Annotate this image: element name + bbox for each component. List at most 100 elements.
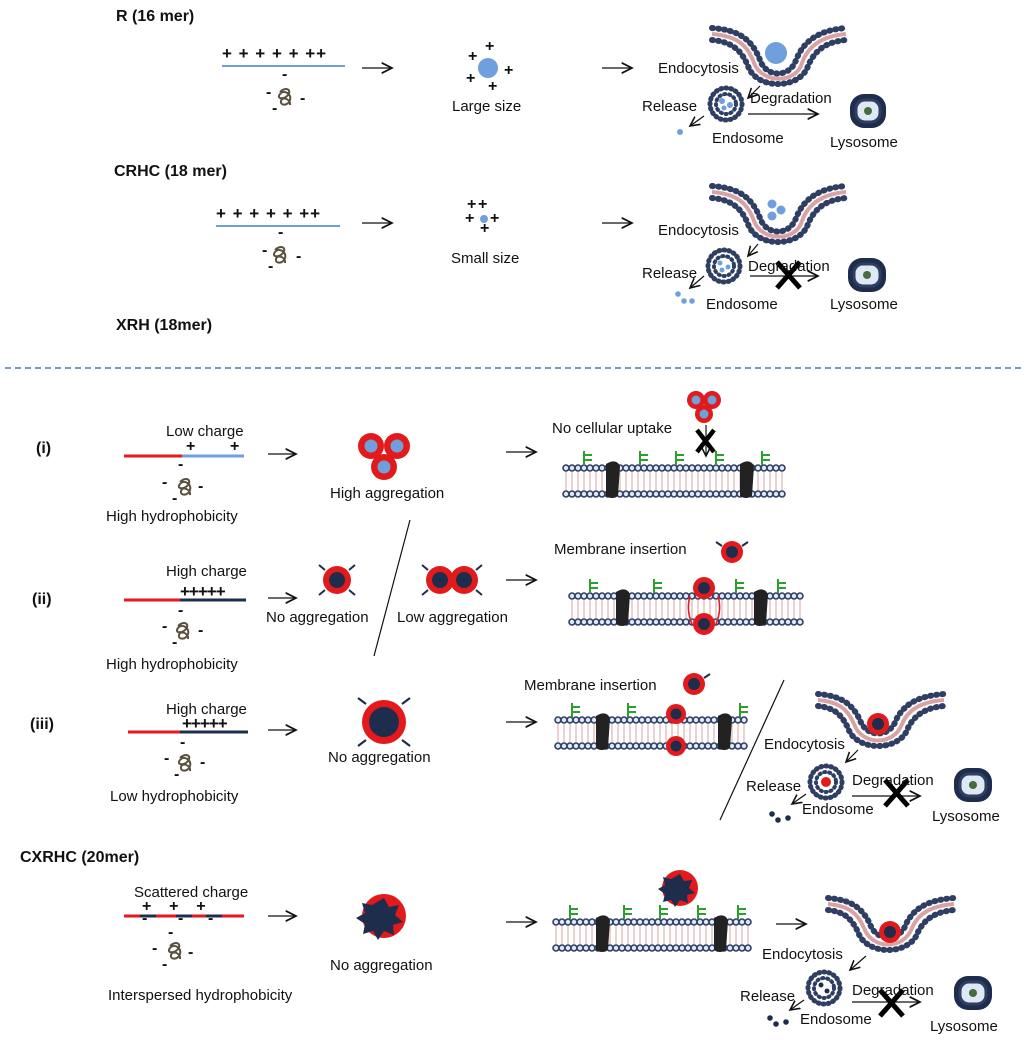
cx-membrane-micelle-icon bbox=[658, 870, 698, 907]
crhc-released-dot-1 bbox=[675, 291, 681, 297]
i-top-aggregate-icon bbox=[687, 391, 721, 423]
ii-label: (ii) bbox=[32, 591, 52, 608]
iii-charges: +++++ bbox=[182, 714, 228, 733]
crhc-membrane-invagination bbox=[709, 183, 849, 245]
receptor-icon bbox=[589, 579, 598, 593]
receptor-icon bbox=[571, 703, 580, 717]
ii-inserting-micelle-icon bbox=[715, 541, 749, 563]
ii-separator-line bbox=[373, 519, 411, 657]
crhc-minus-3: - bbox=[296, 248, 302, 265]
ii-minus-4: - bbox=[172, 634, 178, 651]
receptor-icon bbox=[739, 703, 748, 717]
crhc-rna-coil-icon bbox=[272, 245, 287, 264]
r-released-dot bbox=[677, 129, 683, 135]
i-plus-2: + bbox=[230, 438, 240, 455]
crhc-small-particle bbox=[480, 215, 488, 223]
receptor-icon bbox=[675, 451, 684, 465]
cx-minus-4: - bbox=[162, 956, 168, 973]
receptor-icon bbox=[777, 579, 786, 593]
membrane-protein-icon bbox=[616, 589, 630, 626]
receptor-icon bbox=[569, 905, 578, 919]
r-plus-5: + bbox=[488, 78, 498, 95]
r-charges: + + + + + ++ bbox=[222, 44, 328, 63]
i-cell-membrane bbox=[562, 451, 786, 498]
r-plus-4: + bbox=[466, 70, 476, 87]
cx-internal-micelle-core bbox=[884, 926, 896, 938]
r-release-label: Release bbox=[642, 98, 698, 115]
r-rna-coil-icon bbox=[277, 87, 292, 106]
ii-agg1-label: No aggregation bbox=[266, 609, 369, 626]
ii-membrane-label: Membrane insertion bbox=[554, 541, 687, 558]
cx-released-dot-2 bbox=[773, 1021, 779, 1027]
receptor-icon bbox=[623, 905, 632, 919]
receptor-icon bbox=[639, 451, 648, 465]
i-charge-label: Low charge bbox=[166, 423, 244, 440]
cx-degradation-label: Degradation bbox=[852, 982, 934, 999]
iii-rna-coil-icon bbox=[177, 753, 192, 772]
membrane-protein-icon bbox=[714, 915, 728, 952]
cx-cell-membrane bbox=[552, 905, 752, 952]
iii-cell-membrane bbox=[554, 703, 748, 750]
i-aggregate-icon bbox=[358, 433, 410, 480]
r-endosome-label: Endosome bbox=[712, 130, 784, 147]
i-minus-1: - bbox=[178, 456, 184, 473]
r-degradation-label: Degradation bbox=[750, 90, 832, 107]
i-plus-1: + bbox=[186, 438, 196, 455]
cx-released-dot-1 bbox=[767, 1015, 773, 1021]
iii-label: (iii) bbox=[30, 716, 54, 733]
r-title: R (16 mer) bbox=[116, 8, 195, 25]
i-minus-4: - bbox=[172, 490, 178, 507]
r-lysosome-label: Lysosome bbox=[830, 134, 898, 151]
cx-minus-3: - bbox=[188, 944, 194, 961]
cx-minus-1: - bbox=[168, 924, 174, 941]
iii-agg-label: No aggregation bbox=[328, 749, 431, 766]
iii-charge-label: High charge bbox=[166, 701, 247, 718]
crhc-endosome-icon bbox=[705, 247, 743, 285]
membrane-protein-icon bbox=[754, 589, 768, 626]
cx-rna-coil-icon bbox=[167, 941, 182, 960]
iii-endosome-label: Endosome bbox=[802, 801, 874, 818]
cx-endosome-icon bbox=[805, 969, 843, 1007]
r-endocytosis-label: Endocytosis bbox=[658, 60, 739, 77]
r-plus-2: + bbox=[468, 48, 478, 65]
receptor-icon bbox=[715, 451, 724, 465]
iii-membrane-micelles-icon bbox=[666, 704, 686, 756]
iii-minus-2: - bbox=[164, 750, 170, 767]
receptor-icon bbox=[583, 451, 592, 465]
crhc-degradation-label: Degradation bbox=[748, 258, 830, 275]
crhc-size-label: Small size bbox=[451, 250, 520, 267]
iii-internal-micelle-core bbox=[872, 718, 884, 730]
crhc-blocked-x-icon bbox=[775, 260, 802, 290]
iii-inserting-micelle-icon bbox=[683, 673, 711, 695]
r-plus-1: + bbox=[485, 38, 495, 55]
cx-minus-c: - bbox=[208, 910, 214, 927]
iii-lysosome-icon bbox=[954, 768, 992, 802]
crhc-minus-4: - bbox=[268, 258, 274, 275]
crhc-released-dot-2 bbox=[681, 298, 687, 304]
iii-released-dot-3 bbox=[785, 815, 791, 821]
r-arrow-release bbox=[690, 115, 705, 126]
cxrhc-title: CXRHC (20mer) bbox=[20, 849, 140, 866]
crhc-released-dot-3 bbox=[689, 298, 695, 304]
cx-endosome-label: Endosome bbox=[800, 1011, 872, 1028]
crhc-plus-3: + bbox=[465, 210, 475, 227]
crhc-internal-dot-1 bbox=[767, 199, 777, 209]
r-large-particle bbox=[478, 58, 498, 78]
iii-hydro-label: Low hydrophobicity bbox=[110, 788, 239, 805]
ii-double-micelle-icon bbox=[421, 564, 483, 596]
iii-separator-line bbox=[719, 679, 785, 821]
crhc-release-label: Release bbox=[642, 265, 698, 282]
crhc-plus-5: + bbox=[480, 220, 490, 237]
cx-arrow-release bbox=[790, 999, 805, 1010]
ii-charges: +++++ bbox=[180, 582, 226, 601]
membrane-protein-icon bbox=[606, 461, 620, 498]
r-lysosome-icon bbox=[850, 94, 886, 128]
ii-rna-coil-icon bbox=[175, 621, 190, 640]
cx-endocytosis-label: Endocytosis bbox=[762, 946, 843, 963]
i-agg-label: High aggregation bbox=[330, 485, 445, 502]
r-minus-3: - bbox=[300, 90, 306, 107]
cx-arrow-endo bbox=[850, 955, 867, 970]
crhc-endocytosis-label: Endocytosis bbox=[658, 222, 739, 239]
xrh-title: XRH (18mer) bbox=[116, 317, 213, 334]
